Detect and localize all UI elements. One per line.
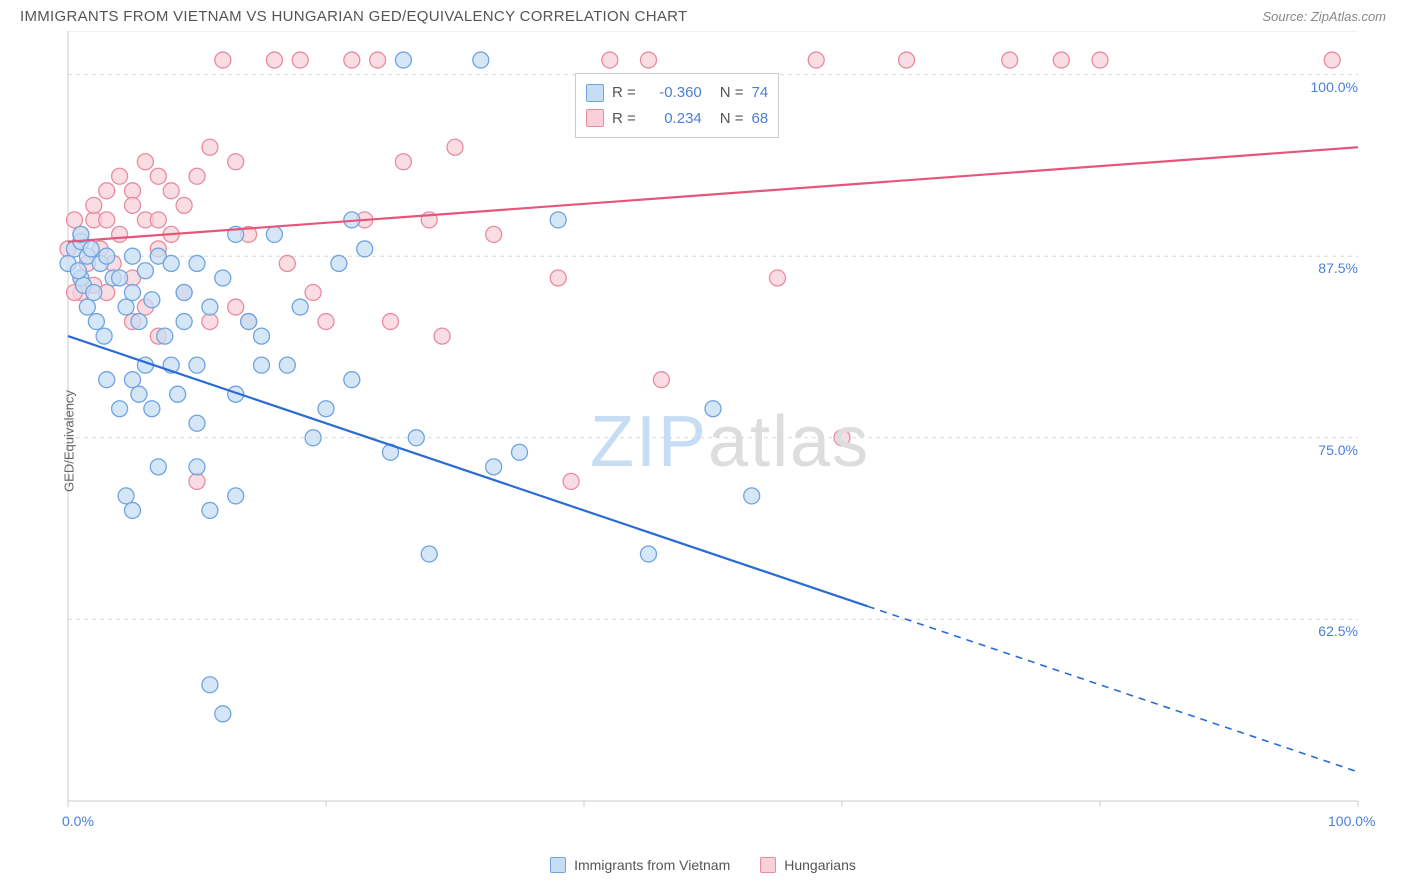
chart-source: Source: ZipAtlas.com xyxy=(1262,9,1386,24)
stat-r-value: -0.360 xyxy=(644,80,702,106)
bottom-legend: Immigrants from Vietnam Hungarians xyxy=(0,857,1406,873)
x-tick-label: 0.0% xyxy=(62,813,94,829)
y-tick-label: 62.5% xyxy=(1318,623,1358,639)
legend-swatch xyxy=(760,857,776,873)
stat-n-value: 74 xyxy=(752,80,769,106)
y-tick-label: 75.0% xyxy=(1318,442,1358,458)
stat-r-label: R = xyxy=(612,106,636,132)
series-swatch xyxy=(586,84,604,102)
legend-item: Immigrants from Vietnam xyxy=(550,857,730,873)
stat-row: R = -0.360 N = 74 xyxy=(586,80,768,106)
y-axis-label: GED/Equivalency xyxy=(61,390,76,492)
stat-r-value: 0.234 xyxy=(644,106,702,132)
stat-n-label: N = xyxy=(720,80,744,106)
y-tick-label: 100.0% xyxy=(1311,79,1358,95)
stat-r-label: R = xyxy=(612,80,636,106)
legend-label: Immigrants from Vietnam xyxy=(574,857,730,873)
chart-area: GED/Equivalency ZIPatlas R =-0.360N =74R… xyxy=(20,31,1386,851)
chart-header: IMMIGRANTS FROM VIETNAM VS HUNGARIAN GED… xyxy=(0,0,1406,31)
correlation-stats-box: R = -0.360 N = 74 R = 0.234 N = 68 xyxy=(575,73,779,138)
scatter-plot xyxy=(20,31,1386,821)
legend-swatch xyxy=(550,857,566,873)
stat-row: R = 0.234 N = 68 xyxy=(586,106,768,132)
x-tick-label: 100.0% xyxy=(1328,813,1375,829)
stat-n-value: 68 xyxy=(752,106,769,132)
stat-n-label: N = xyxy=(720,106,744,132)
legend-item: Hungarians xyxy=(760,857,856,873)
series-swatch xyxy=(586,109,604,127)
legend-label: Hungarians xyxy=(784,857,856,873)
chart-title: IMMIGRANTS FROM VIETNAM VS HUNGARIAN GED… xyxy=(20,8,687,25)
y-tick-label: 87.5% xyxy=(1318,260,1358,276)
